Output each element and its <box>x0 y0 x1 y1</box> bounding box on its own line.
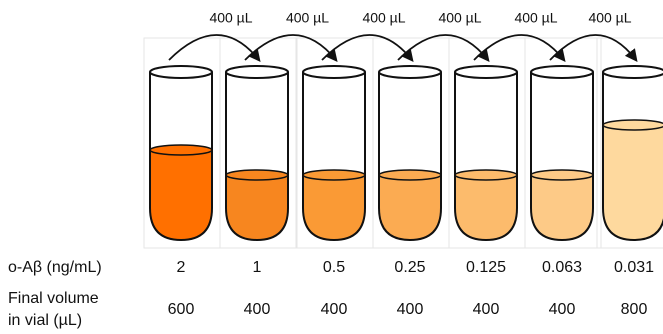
transfer-label: 400 µL <box>438 10 481 26</box>
transfer-arrow <box>474 35 564 60</box>
liquid <box>226 175 288 240</box>
row-value: 2 <box>177 259 186 276</box>
tube-rim <box>150 66 212 78</box>
row-value: 0.5 <box>323 259 345 276</box>
row-value: 0.063 <box>542 259 582 276</box>
tube <box>379 66 441 240</box>
tube <box>303 66 365 240</box>
liquid-surface <box>531 170 593 180</box>
tube-rim <box>531 66 593 78</box>
liquid-surface <box>303 170 365 180</box>
transfer-label: 400 µL <box>209 10 252 26</box>
liquid-surface <box>226 170 288 180</box>
row-value: 0.25 <box>394 259 425 276</box>
row-value: 400 <box>397 301 424 318</box>
row-value: 800 <box>621 301 648 318</box>
transfer-arrow <box>398 35 488 60</box>
row-value: 400 <box>549 301 576 318</box>
row-value: 1 <box>253 259 262 276</box>
transfer-label: 400 µL <box>588 10 631 26</box>
liquid <box>603 125 663 240</box>
tube <box>455 66 517 240</box>
tube-rim <box>455 66 517 78</box>
tube <box>603 66 663 240</box>
liquid-surface <box>455 170 517 180</box>
tube-rim <box>226 66 288 78</box>
liquid-surface <box>603 120 663 130</box>
tube-rim <box>603 66 663 78</box>
liquid <box>531 175 593 240</box>
tube-rim <box>303 66 365 78</box>
row-label: o-Aβ (ng/mL) <box>8 259 102 276</box>
row-label: Final volume <box>8 290 99 307</box>
row-value: 400 <box>321 301 348 318</box>
transfer-label: 400 µL <box>362 10 405 26</box>
dilution-diagram: 400 µL 400 µL 400 µL 400 µL 400 µL 400 µL o-Aβ… <box>0 0 663 334</box>
row-value: 400 <box>473 301 500 318</box>
liquid-surface <box>379 170 441 180</box>
transfer-arrow <box>169 35 259 60</box>
tube <box>531 66 593 240</box>
transfer-arrow <box>550 35 636 60</box>
tube <box>150 66 212 240</box>
liquid <box>455 175 517 240</box>
row-value: 0.031 <box>614 259 654 276</box>
row-label: in vial (µL) <box>8 312 82 329</box>
row-value: 0.125 <box>466 259 506 276</box>
transfer-arrow <box>245 35 336 60</box>
liquid-surface <box>150 145 212 155</box>
row-value: 400 <box>244 301 271 318</box>
row-value: 600 <box>168 301 195 318</box>
transfer-arrow <box>322 35 412 60</box>
transfer-label: 400 µL <box>514 10 557 26</box>
liquid <box>303 175 365 240</box>
liquid <box>379 175 441 240</box>
tube <box>226 66 288 240</box>
tube-rim <box>379 66 441 78</box>
liquid <box>150 150 212 240</box>
page: {"transfers": ["400 µL", "400 µL", "400 … <box>0 0 663 334</box>
transfer-label: 400 µL <box>286 10 329 26</box>
